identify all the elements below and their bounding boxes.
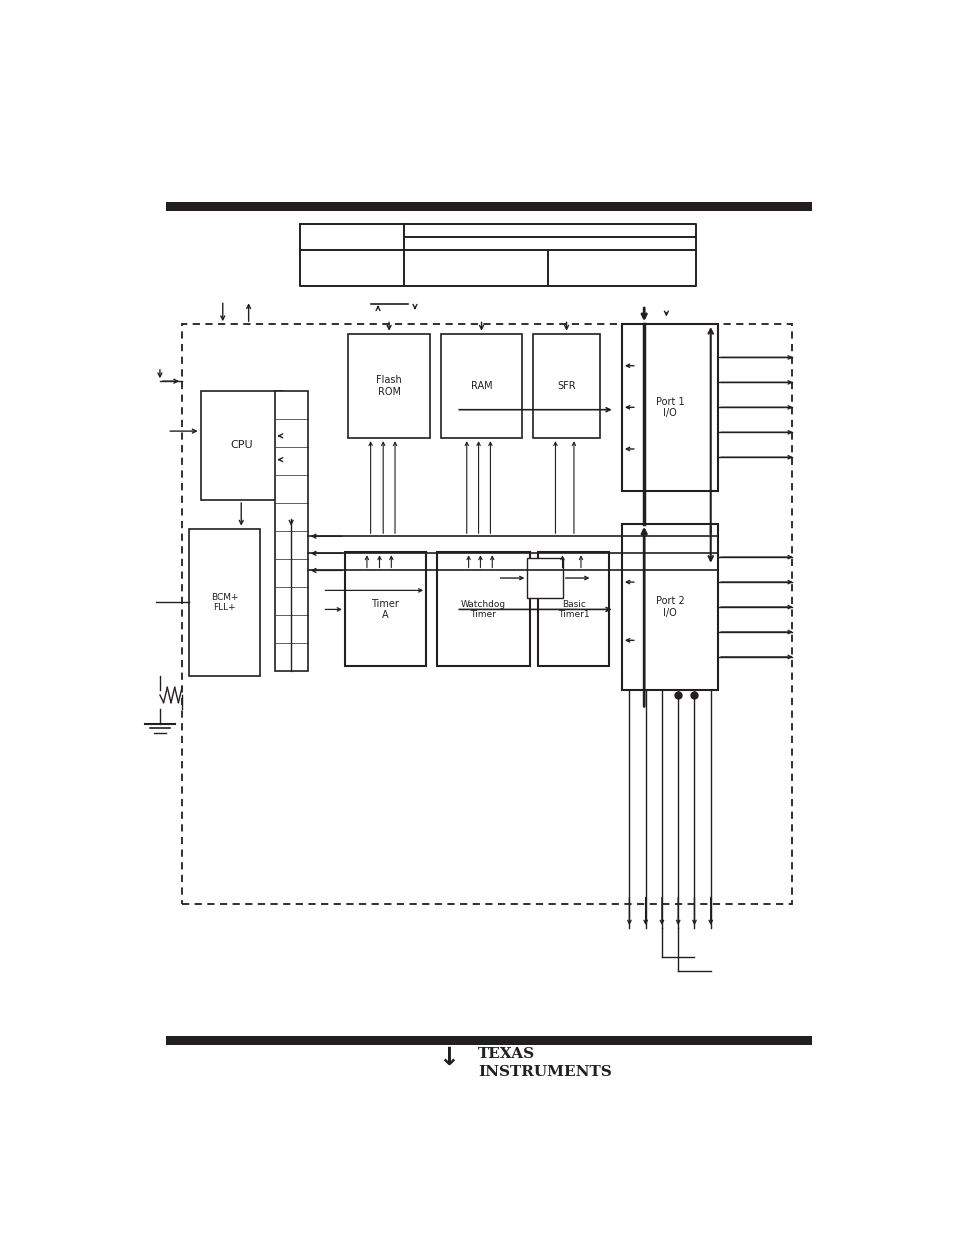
Bar <box>533 333 599 438</box>
Bar <box>621 324 718 490</box>
Bar <box>166 203 811 211</box>
Text: BCM+
FLL+: BCM+ FLL+ <box>211 593 238 613</box>
Text: Watchdog
Timer: Watchdog Timer <box>460 600 505 619</box>
Text: Port 1
I/O: Port 1 I/O <box>655 396 683 419</box>
Text: SFR: SFR <box>557 380 576 391</box>
Text: Flash
ROM: Flash ROM <box>375 375 401 396</box>
Bar <box>274 390 308 672</box>
Bar <box>182 324 791 904</box>
Text: RAM: RAM <box>470 380 492 391</box>
Text: Basic
Timer1: Basic Timer1 <box>558 600 589 619</box>
Text: CPU: CPU <box>230 441 253 451</box>
Bar <box>537 552 608 667</box>
Bar <box>200 390 281 500</box>
Text: Port 2
I/O: Port 2 I/O <box>655 597 683 618</box>
Text: TEXAS: TEXAS <box>477 1047 535 1061</box>
Bar <box>436 552 529 667</box>
Text: Timer
A: Timer A <box>371 599 399 620</box>
Bar <box>527 558 562 598</box>
Text: INSTRUMENTS: INSTRUMENTS <box>477 1065 611 1078</box>
Bar <box>621 524 718 690</box>
Bar <box>344 552 426 667</box>
Text: ↓: ↓ <box>437 1046 458 1071</box>
Bar <box>440 333 521 438</box>
Bar <box>348 333 429 438</box>
Bar <box>166 1036 811 1045</box>
Bar <box>190 529 259 676</box>
